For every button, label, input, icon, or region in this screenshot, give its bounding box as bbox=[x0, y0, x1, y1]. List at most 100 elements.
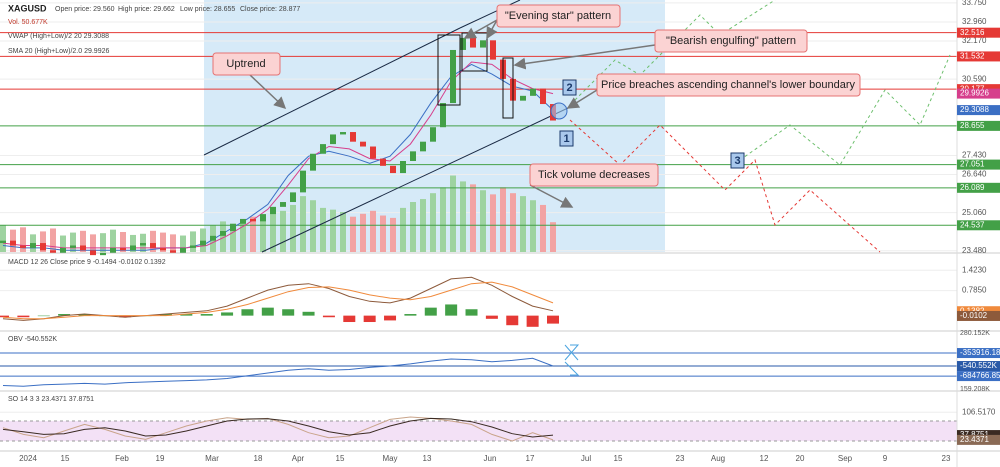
candle bbox=[180, 247, 186, 253]
volume-label: Vol. 50.677K bbox=[8, 19, 48, 26]
volume-bar bbox=[500, 187, 506, 252]
macd-bar bbox=[302, 311, 315, 316]
volume-bar bbox=[380, 215, 386, 252]
macd-bar bbox=[261, 307, 274, 316]
legend-sma: SMA 20 (High+Low)/2.0 29.9926 bbox=[8, 48, 109, 55]
value-box bbox=[957, 434, 1000, 445]
value-box-label: 29.3088 bbox=[960, 105, 989, 114]
candle bbox=[30, 243, 36, 248]
y-tick-label: 32.170 bbox=[962, 36, 987, 45]
volume-bar bbox=[330, 209, 336, 252]
volume-bar bbox=[170, 234, 176, 252]
x-tick-label: 15 bbox=[336, 454, 345, 463]
candle bbox=[450, 49, 456, 104]
x-tick-label: 9 bbox=[883, 454, 888, 463]
volume-bar bbox=[120, 232, 126, 252]
candle bbox=[220, 231, 226, 236]
value-box bbox=[957, 371, 1000, 382]
x-tick-label: 17 bbox=[526, 454, 535, 463]
ma-line bbox=[2, 63, 554, 251]
value-box bbox=[957, 310, 1000, 321]
candle bbox=[490, 40, 496, 60]
macd-bar bbox=[37, 315, 50, 317]
macd-bar bbox=[485, 315, 498, 319]
volume-bar bbox=[510, 193, 516, 252]
obv-title: OBV -540.552K bbox=[8, 336, 57, 343]
candle bbox=[240, 218, 246, 224]
x-tick-label: 15 bbox=[61, 454, 70, 463]
level-label: 26.089 bbox=[960, 183, 985, 192]
x-tick-label: 19 bbox=[156, 454, 165, 463]
volume-bar bbox=[350, 216, 356, 252]
x-tick-label: 20 bbox=[796, 454, 805, 463]
x-tick-label: Mar bbox=[205, 454, 219, 463]
marker: 1 bbox=[563, 133, 569, 145]
candle bbox=[150, 243, 156, 248]
volume-bar bbox=[150, 230, 156, 252]
macd-bar bbox=[58, 314, 71, 316]
volume-bar bbox=[70, 232, 76, 252]
y-tick-label: 27.430 bbox=[962, 151, 987, 160]
low-price: Low price: 28.655 bbox=[180, 6, 235, 13]
level-label: 27.051 bbox=[960, 160, 985, 169]
arrow bbox=[513, 44, 656, 70]
candle bbox=[360, 141, 366, 147]
candle bbox=[530, 88, 536, 96]
macd-bar bbox=[322, 315, 335, 318]
candle bbox=[120, 247, 126, 251]
symbol: XAGUSD bbox=[8, 3, 47, 13]
marker-box bbox=[730, 152, 745, 169]
macd-bar bbox=[241, 309, 254, 316]
value-box bbox=[957, 105, 1000, 116]
macd-bar bbox=[180, 314, 193, 316]
y-tick-label: 0.7850 bbox=[962, 286, 987, 295]
macd-bar bbox=[282, 309, 295, 316]
volume-bar bbox=[520, 196, 526, 252]
level-box bbox=[957, 159, 1000, 170]
x-tick-label: 2024 bbox=[19, 454, 37, 463]
x-tick-label: May bbox=[382, 454, 397, 463]
volume-bar bbox=[180, 235, 186, 252]
arrow bbox=[463, 19, 498, 39]
x-tick-label: 23 bbox=[676, 454, 685, 463]
so-k-line bbox=[2, 416, 554, 442]
x-tick-label: Jun bbox=[484, 454, 497, 463]
candle bbox=[420, 141, 426, 152]
macd-bar bbox=[221, 312, 234, 316]
candle bbox=[230, 223, 236, 231]
annotation: "Evening star" pattern bbox=[505, 10, 611, 22]
level-label: 32.516 bbox=[960, 28, 985, 37]
volume-bar bbox=[290, 204, 296, 252]
candle bbox=[50, 250, 56, 253]
macd-bar bbox=[363, 315, 376, 323]
level-box bbox=[957, 51, 1000, 62]
macd-bar bbox=[445, 304, 458, 316]
candle bbox=[350, 132, 356, 142]
volume-bar bbox=[450, 175, 456, 252]
close-price: Close price: 28.877 bbox=[240, 6, 300, 13]
candle bbox=[290, 192, 296, 203]
volume-bar bbox=[320, 207, 326, 252]
x-tick-label: Feb bbox=[115, 454, 129, 463]
y-tick-label: 30.590 bbox=[962, 74, 987, 83]
y-tick-label: 23.480 bbox=[962, 246, 987, 255]
volume-bar bbox=[400, 207, 406, 252]
macd-bar bbox=[78, 314, 91, 316]
level-box bbox=[957, 27, 1000, 38]
y-tick-label: 33.750 bbox=[962, 0, 987, 7]
macd-line bbox=[2, 276, 554, 321]
volume-bar bbox=[110, 229, 116, 252]
candle bbox=[470, 37, 476, 48]
candle bbox=[40, 243, 46, 251]
value-box-label: -353916.18 bbox=[960, 348, 1000, 357]
annotation-box bbox=[654, 29, 808, 53]
volume-bar bbox=[20, 227, 26, 252]
marker-box bbox=[559, 130, 574, 147]
x-tick-label: Apr bbox=[292, 454, 305, 463]
level-label: 28.655 bbox=[960, 121, 985, 130]
volume-bar bbox=[390, 217, 396, 252]
x-tick-label: 12 bbox=[760, 454, 769, 463]
volume-bar bbox=[130, 234, 136, 252]
so-band bbox=[0, 421, 957, 442]
